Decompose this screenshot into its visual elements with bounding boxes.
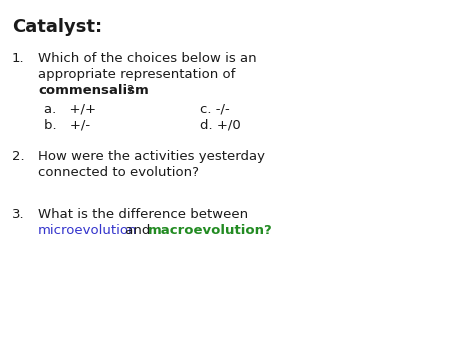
Text: c. -/-: c. -/- (200, 103, 230, 116)
Text: and: and (121, 224, 155, 237)
Text: ?: ? (126, 84, 133, 97)
Text: How were the activities yesterday: How were the activities yesterday (38, 150, 265, 163)
Text: commensalism: commensalism (38, 84, 149, 97)
Text: b. +/-: b. +/- (44, 119, 90, 132)
Text: d. +/0: d. +/0 (200, 119, 241, 132)
Text: What is the difference between: What is the difference between (38, 208, 248, 221)
Text: 1.: 1. (12, 52, 25, 65)
Text: Which of the choices below is an: Which of the choices below is an (38, 52, 256, 65)
Text: macroevolution?: macroevolution? (148, 224, 273, 237)
Text: connected to evolution?: connected to evolution? (38, 166, 199, 179)
Text: Catalyst:: Catalyst: (12, 18, 102, 36)
Text: 2.: 2. (12, 150, 25, 163)
Text: microevolution: microevolution (38, 224, 138, 237)
Text: 3.: 3. (12, 208, 25, 221)
Text: appropriate representation of: appropriate representation of (38, 68, 235, 81)
Text: a. +/+: a. +/+ (44, 103, 96, 116)
